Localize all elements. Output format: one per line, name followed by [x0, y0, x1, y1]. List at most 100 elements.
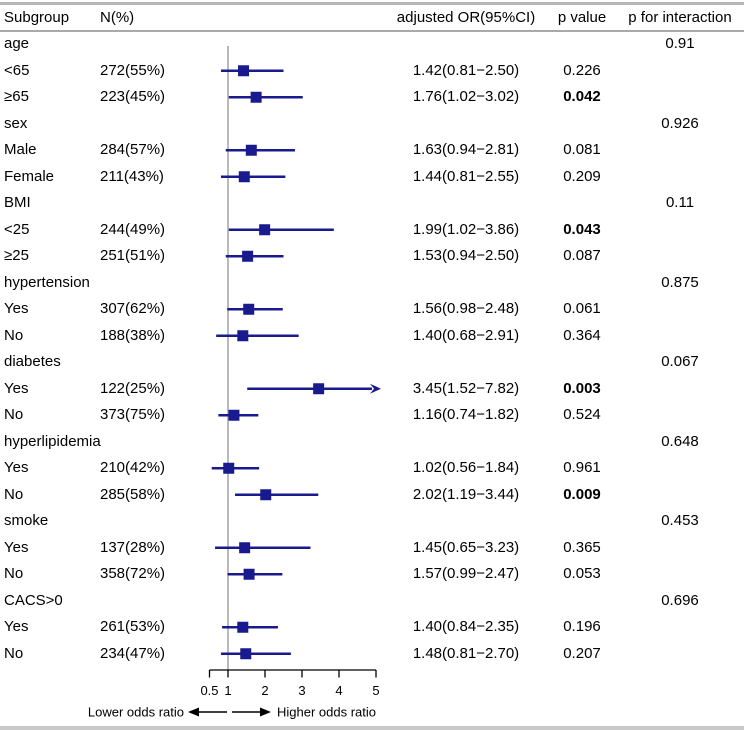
n-percent-value: 188(38%): [100, 326, 166, 344]
p-value: 0.364: [563, 326, 601, 344]
p-interaction-value: 0.926: [661, 114, 699, 132]
group-label: smoke: [4, 512, 49, 529]
n-percent-value: 284(57%): [100, 141, 166, 158]
subgroup-label: ≥65: [4, 88, 29, 105]
p-value: 0.003: [563, 379, 601, 397]
or-ci-value: 1.02(0.56−1.84): [412, 459, 520, 476]
p-value: 0.961: [563, 459, 601, 476]
subgroup-row: Yes 210(42%) 1.02(0.56−1.84) 0.961: [0, 455, 744, 482]
group-label: hypertension: [4, 273, 90, 291]
x-axis-tick-label: 1: [224, 683, 231, 698]
subgroup-row: ≥25 251(51%) 1.53(0.94−2.50) 0.087: [0, 243, 744, 270]
subgroup-label: Female: [4, 167, 55, 185]
or-ci-value: 1.53(0.94−2.50): [412, 247, 520, 264]
group-label: sex: [4, 114, 28, 132]
subgroup-row: Male 284(57%) 1.63(0.94−2.81) 0.081: [0, 137, 744, 164]
group-row: sex 0.926: [0, 111, 744, 138]
subgroup-label: Yes: [4, 300, 29, 317]
subgroup-row: <25 244(49%) 1.99(1.02−3.86) 0.043: [0, 217, 744, 244]
p-value: 0.365: [563, 538, 601, 556]
or-ci-value: 1.16(0.74−1.82): [412, 406, 520, 423]
or-ci-value: 1.76(1.02−3.02): [412, 88, 520, 105]
header-p-value: p value: [557, 9, 607, 26]
p-value: 0.009: [563, 485, 601, 503]
group-label: BMI: [4, 194, 31, 211]
subgroup-row: No 373(75%) 1.16(0.74−1.82) 0.524: [0, 402, 744, 429]
n-percent-value: 122(25%): [100, 379, 166, 397]
subgroup-label: Yes: [4, 538, 29, 556]
n-percent-value: 244(49%): [100, 220, 166, 238]
p-value: 0.053: [563, 565, 601, 582]
x-axis-tick-label: 4: [335, 683, 342, 698]
group-row: age 0.91: [0, 31, 744, 58]
p-interaction-value: 0.875: [661, 273, 699, 291]
subgroup-row: No 188(38%) 1.40(0.68−2.91) 0.364: [0, 323, 744, 350]
group-row: hyperlipidemia 0.648: [0, 429, 744, 456]
higher-odds-label: Higher odds ratio: [277, 705, 376, 720]
n-percent-value: 373(75%): [100, 406, 166, 423]
group-label: CACS>0: [4, 591, 63, 609]
or-ci-value: 3.45(1.52−7.82): [412, 379, 520, 397]
group-label: age: [4, 35, 30, 52]
subgroup-label: Yes: [4, 379, 29, 397]
subgroup-label: Male: [4, 141, 37, 158]
p-interaction-value: 0.696: [661, 591, 699, 609]
or-ci-value: 1.44(0.81−2.55): [412, 167, 520, 185]
subgroup-label: No: [4, 565, 24, 582]
or-ci-value: 1.48(0.81−2.70): [412, 644, 520, 662]
or-ci-value: 1.45(0.65−3.23): [412, 538, 520, 556]
header-n-percent: N(%): [100, 9, 135, 26]
subgroup-row: Female 211(43%) 1.44(0.81−2.55) 0.209: [0, 164, 744, 191]
subgroup-label: Yes: [4, 459, 29, 476]
subgroup-row: Yes 307(62%) 1.56(0.98−2.48) 0.061: [0, 296, 744, 323]
or-ci-value: 1.99(1.02−3.86): [412, 220, 520, 238]
subgroup-label: Yes: [4, 618, 29, 635]
x-axis-tick-label: 3: [298, 683, 305, 698]
group-label: diabetes: [4, 353, 61, 370]
p-interaction-value: 0.067: [661, 353, 699, 370]
or-ci-value: 1.40(0.68−2.91): [412, 326, 520, 344]
header-adjusted-or: adjusted OR(95%CI): [396, 9, 536, 26]
higher-arrow-head: [260, 707, 271, 717]
subgroup-label: No: [4, 326, 24, 344]
header-separator: [0, 30, 744, 32]
subgroup-label: ≥25: [4, 247, 29, 264]
p-value: 0.207: [563, 644, 601, 662]
subgroup-row: No 285(58%) 2.02(1.19−3.44) 0.009: [0, 482, 744, 509]
subgroup-row: Yes 122(25%) 3.45(1.52−7.82) 0.003: [0, 376, 744, 403]
n-percent-value: 234(47%): [100, 644, 166, 662]
p-value: 0.226: [563, 61, 601, 79]
n-percent-value: 223(45%): [100, 88, 166, 105]
subgroup-row: No 358(72%) 1.57(0.99−2.47) 0.053: [0, 561, 744, 588]
p-interaction-value: 0.453: [661, 512, 699, 529]
x-axis-tick-label: 5: [372, 683, 379, 698]
p-value: 0.087: [563, 247, 601, 264]
n-percent-value: 285(58%): [100, 485, 166, 503]
n-percent-value: 272(55%): [100, 61, 166, 79]
p-interaction-value: 0.648: [661, 432, 699, 450]
table-rows: age 0.91 <65 272(55%) 1.42(0.81−2.50) 0.226 ≥6…: [0, 31, 744, 667]
subgroup-label: <65: [4, 61, 30, 79]
p-value: 0.209: [563, 167, 601, 185]
n-percent-value: 210(42%): [100, 459, 166, 476]
p-value: 0.042: [563, 88, 601, 105]
subgroup-label: No: [4, 406, 24, 423]
p-value: 0.081: [563, 141, 601, 158]
group-row: smoke 0.453: [0, 508, 744, 535]
or-ci-value: 1.56(0.98−2.48): [412, 300, 520, 317]
x-axis-tick-label: 2: [261, 683, 268, 698]
group-row: BMI 0.11: [0, 190, 744, 217]
or-ci-value: 1.63(0.94−2.81): [412, 141, 520, 158]
header-subgroup: Subgroup: [4, 9, 70, 26]
p-interaction-value: 0.11: [665, 194, 695, 211]
or-ci-value: 1.42(0.81−2.50): [412, 61, 520, 79]
lower-arrow-head: [188, 707, 199, 717]
or-ci-value: 1.40(0.84−2.35): [412, 618, 520, 635]
bottom-border: [0, 726, 744, 730]
subgroup-label: No: [4, 485, 24, 503]
subgroup-row: ≥65 223(45%) 1.76(1.02−3.02) 0.042: [0, 84, 744, 111]
group-row: CACS>0 0.696: [0, 588, 744, 615]
n-percent-value: 251(51%): [100, 247, 166, 264]
n-percent-value: 211(43%): [100, 167, 164, 185]
